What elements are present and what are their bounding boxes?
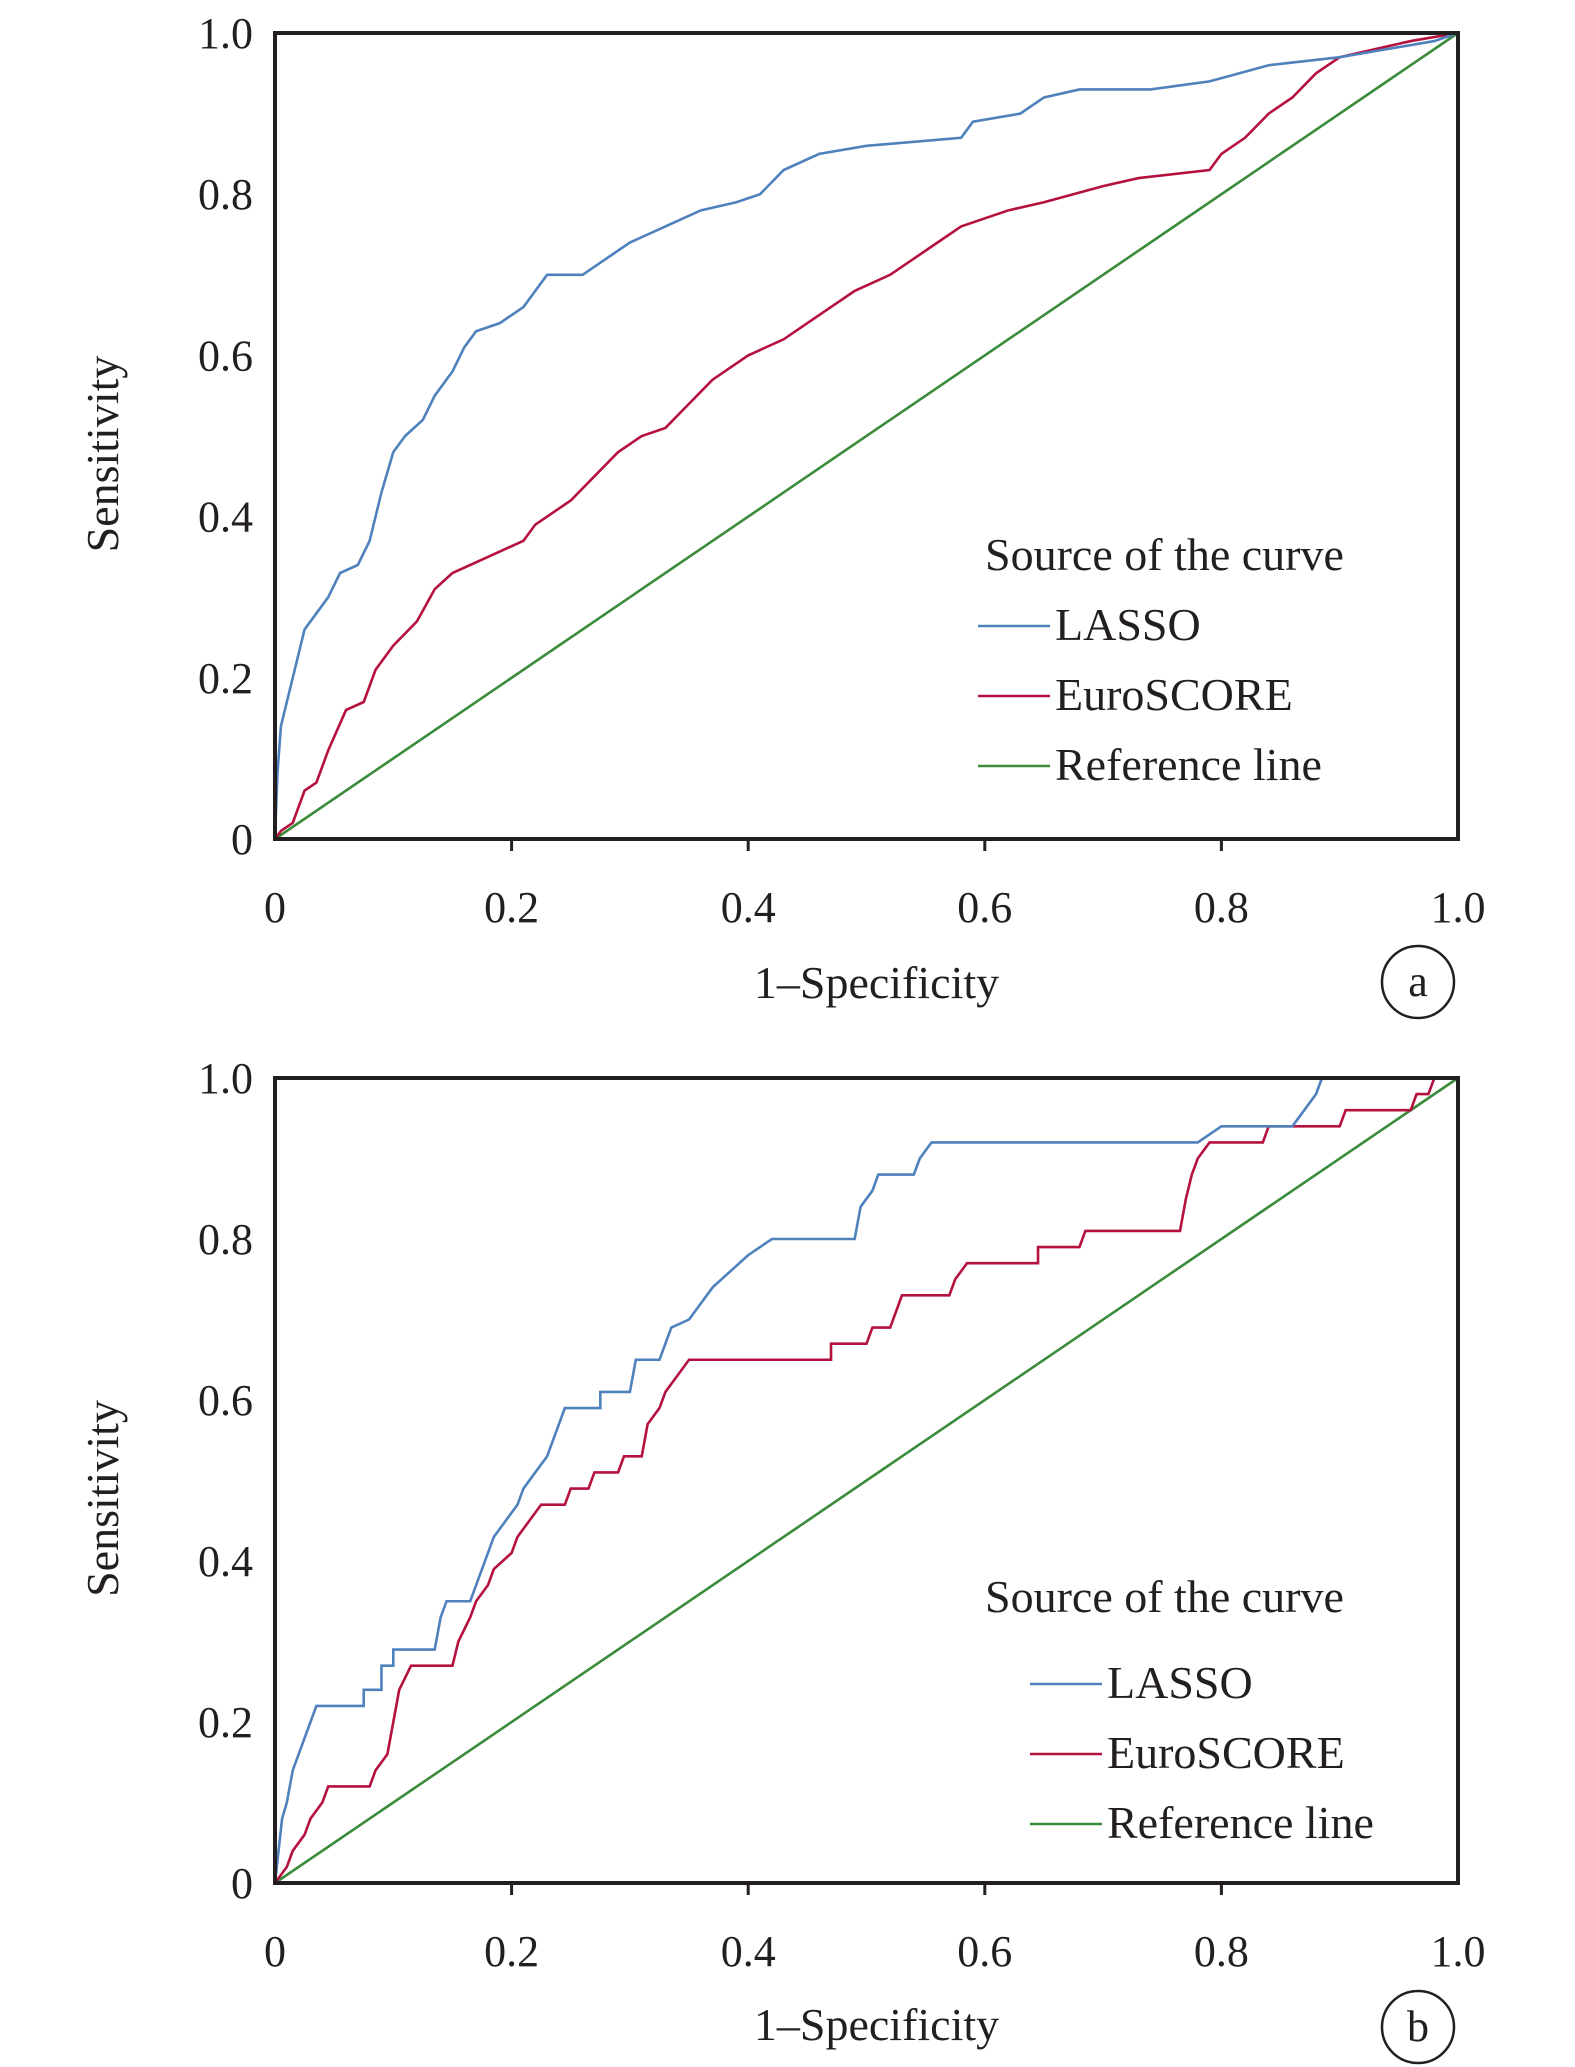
y-tick-labels-a: 0 0.2 0.4 0.6 0.8 1.0 xyxy=(198,9,253,864)
y-axis-label-b: Sensitivity xyxy=(77,1400,128,1597)
y-tick-label: 0 xyxy=(231,815,253,864)
series-line-reference-b xyxy=(274,1076,1459,1885)
plot-area-b xyxy=(273,1076,1460,1885)
tick-marks-a xyxy=(510,839,1223,851)
legend-label-euroscore: EuroSCORE xyxy=(1055,669,1293,720)
panel-badge-circle xyxy=(1380,1989,1456,2065)
legend-label-reference: Reference line xyxy=(1055,739,1322,790)
x-tick-label: 0.8 xyxy=(1194,1927,1249,1976)
x-tick-label: 0.4 xyxy=(721,883,776,932)
legend-b: Source of the curve LASSO EuroSCORE Refe… xyxy=(985,1571,1374,1848)
legend-label-lasso: LASSO xyxy=(1055,599,1201,650)
series-line-reference-a xyxy=(274,31,1459,841)
x-axis-label-b: 1–Specificity xyxy=(754,1999,999,2050)
legend-label-euroscore: EuroSCORE xyxy=(1107,1727,1345,1778)
x-tick-label: 0 xyxy=(264,883,286,932)
legend-label-lasso: LASSO xyxy=(1107,1657,1253,1708)
x-tick-label: 0.2 xyxy=(484,883,539,932)
series-line-lasso-a xyxy=(273,31,1459,840)
roc-panel-a: 0 0.2 0.4 0.6 0.8 1.0 0 0.2 0.4 0.6 0.8 … xyxy=(77,9,1486,1020)
panel-badge-b: b xyxy=(1380,1989,1456,2065)
series-line-lasso-b xyxy=(273,1076,1458,1884)
y-tick-label: 0 xyxy=(231,1859,253,1908)
x-tick-labels-b: 0 0.2 0.4 0.6 0.8 1.0 xyxy=(264,1927,1486,1976)
legend-title: Source of the curve xyxy=(985,529,1344,580)
x-tick-label: 1.0 xyxy=(1431,1927,1486,1976)
x-tick-label: 0 xyxy=(264,1927,286,1976)
x-axis-label-a: 1–Specificity xyxy=(754,957,999,1008)
y-tick-label: 0.4 xyxy=(198,493,253,542)
y-tick-label: 1.0 xyxy=(198,1054,253,1103)
y-tick-label: 1.0 xyxy=(198,9,253,58)
legend-label-reference: Reference line xyxy=(1107,1797,1374,1848)
roc-panel-b: 0 0.2 0.4 0.6 0.8 1.0 0 0.2 0.4 0.6 0.8 … xyxy=(77,1054,1486,2065)
y-tick-label: 0.6 xyxy=(198,1376,253,1425)
y-tick-label: 0.2 xyxy=(198,1698,253,1747)
tick-marks-b xyxy=(510,1883,1223,1895)
plot-frame-a xyxy=(273,31,1460,841)
panel-badge-circle xyxy=(1380,944,1456,1020)
legend-title: Source of the curve xyxy=(985,1571,1344,1622)
plot-frame-b xyxy=(273,1076,1460,1885)
y-axis-label-a: Sensitivity xyxy=(77,356,128,553)
x-tick-label: 0.8 xyxy=(1194,883,1249,932)
legend-a: Source of the curve LASSO EuroSCORE Refe… xyxy=(978,529,1344,790)
x-tick-labels-a: 0 0.2 0.4 0.6 0.8 1.0 xyxy=(264,883,1486,932)
y-tick-label: 0.6 xyxy=(198,331,253,380)
y-tick-label: 0.8 xyxy=(198,170,253,219)
x-tick-label: 0.2 xyxy=(484,1927,539,1976)
y-tick-label: 0.4 xyxy=(198,1537,253,1586)
panel-letter: a xyxy=(1408,957,1428,1006)
x-tick-label: 0.6 xyxy=(957,883,1012,932)
panel-letter: b xyxy=(1407,2002,1429,2051)
series-line-euroscore-a xyxy=(273,31,1459,840)
y-tick-label: 0.2 xyxy=(198,654,253,703)
panel-badge-a: a xyxy=(1380,944,1456,1020)
plot-area-a xyxy=(273,31,1460,841)
x-tick-label: 0.4 xyxy=(721,1927,776,1976)
y-tick-labels-b: 0 0.2 0.4 0.6 0.8 1.0 xyxy=(198,1054,253,1908)
x-tick-label: 0.6 xyxy=(957,1927,1012,1976)
x-tick-label: 1.0 xyxy=(1431,883,1486,932)
series-line-euroscore-b xyxy=(273,1076,1458,1884)
y-tick-label: 0.8 xyxy=(198,1215,253,1264)
